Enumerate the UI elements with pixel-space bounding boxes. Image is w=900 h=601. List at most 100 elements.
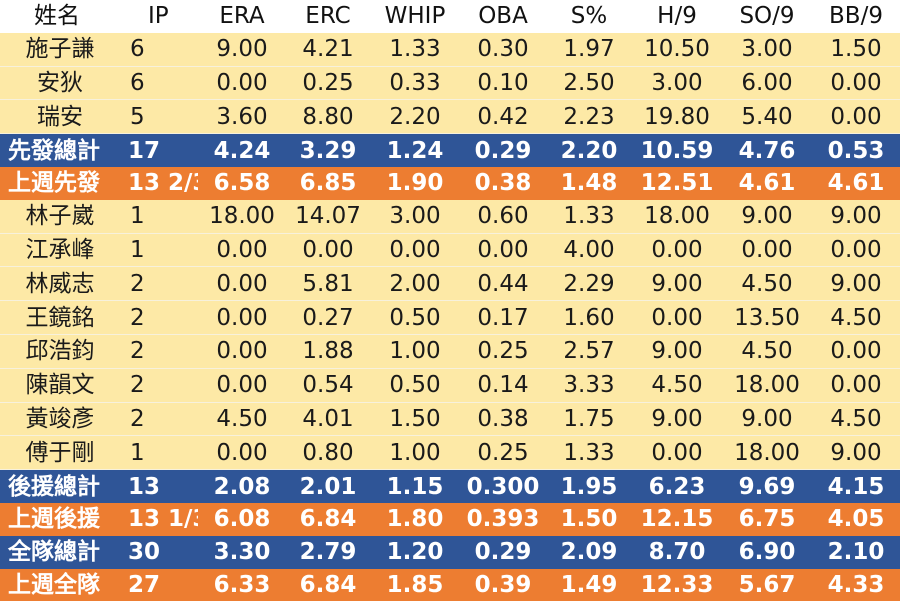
cell-s-pct: 1.33	[546, 199, 632, 234]
cell-erc: 14.07	[286, 199, 370, 234]
cell-erc: 5.81	[286, 266, 370, 302]
cell-name: 林子崴	[0, 199, 120, 234]
cell-erc: 0.80	[286, 435, 370, 471]
cell-oba: 0.38	[460, 402, 546, 437]
cell-name: 上週全隊	[0, 568, 120, 601]
summary-row: 全隊總計 30 3.30 2.79 1.20 0.29 2.09 8.70 6.90 2.10	[0, 535, 900, 569]
cell-name: 瑞安	[0, 99, 120, 135]
cell-erc: 0.27	[286, 300, 370, 335]
cell-name: 後援總計	[0, 469, 120, 503]
cell-bb9: 9.00	[812, 199, 900, 234]
cell-bb9: 4.05	[812, 502, 900, 536]
cell-so9: 4.61	[722, 166, 812, 200]
cell-whip: 1.50	[370, 402, 460, 437]
cell-whip: 2.00	[370, 266, 460, 302]
table-row: 江承峰 1 0.00 0.00 0.00 0.00 4.00 0.00 0.00 0.00	[0, 233, 900, 268]
cell-era: 0.00	[198, 300, 286, 335]
cell-h9: 0.00	[632, 435, 722, 471]
cell-ip: 30	[120, 535, 198, 569]
cell-ip: 13 1/3	[120, 502, 198, 536]
cell-bb9: 9.00	[812, 266, 900, 302]
table-row: 林子崴 1 18.00 14.07 3.00 0.60 1.33 18.00 9.00 9.00	[0, 199, 900, 234]
summary-row: 上週全隊 27 6.33 6.84 1.85 0.39 1.49 12.33 5.67 4.33	[0, 568, 900, 601]
cell-era: 3.30	[198, 535, 286, 569]
cell-name: 上週先發	[0, 166, 120, 200]
cell-era: 2.08	[198, 469, 286, 503]
cell-bb9: 4.50	[812, 402, 900, 437]
cell-h9: 6.23	[632, 469, 722, 503]
cell-ip: 17	[120, 133, 198, 167]
cell-whip: 0.00	[370, 233, 460, 268]
cell-bb9: 0.00	[812, 233, 900, 268]
cell-name: 黃竣彥	[0, 402, 120, 437]
cell-name: 上週後援	[0, 502, 120, 536]
cell-ip: 5	[120, 99, 198, 135]
cell-whip: 1.15	[370, 469, 460, 503]
cell-s-pct: 1.49	[546, 568, 632, 601]
cell-bb9: 4.15	[812, 469, 900, 503]
header-erc: ERC	[286, 0, 370, 33]
cell-s-pct: 2.50	[546, 66, 632, 101]
cell-era: 4.24	[198, 133, 286, 167]
header-so9: SO/9	[722, 0, 812, 33]
cell-s-pct: 1.50	[546, 502, 632, 536]
cell-ip: 1	[120, 199, 198, 234]
cell-h9: 9.00	[632, 334, 722, 369]
cell-h9: 10.50	[632, 32, 722, 67]
table-row: 王鏡銘 2 0.00 0.27 0.50 0.17 1.60 0.00 13.50 4.50	[0, 300, 900, 335]
header-h9: H/9	[632, 0, 722, 33]
cell-bb9: 9.00	[812, 435, 900, 471]
cell-h9: 8.70	[632, 535, 722, 569]
cell-bb9: 0.00	[812, 334, 900, 369]
table-row: 陳韻文 2 0.00 0.54 0.50 0.14 3.33 4.50 18.00 0.00	[0, 368, 900, 403]
table-body: 施子謙 6 9.00 4.21 1.33 0.30 1.97 10.50 3.00 1.50 安狄 6…	[0, 32, 900, 601]
cell-ip: 6	[120, 66, 198, 101]
cell-so9: 5.40	[722, 99, 812, 135]
cell-s-pct: 1.97	[546, 32, 632, 67]
cell-so9: 0.00	[722, 233, 812, 268]
cell-so9: 6.00	[722, 66, 812, 101]
cell-h9: 4.50	[632, 368, 722, 403]
cell-so9: 6.90	[722, 535, 812, 569]
cell-oba: 0.39	[460, 568, 546, 601]
cell-name: 施子謙	[0, 32, 120, 67]
cell-s-pct: 3.33	[546, 368, 632, 403]
cell-bb9: 0.00	[812, 368, 900, 403]
cell-bb9: 0.00	[812, 66, 900, 101]
cell-ip: 2	[120, 300, 198, 335]
cell-name: 全隊總計	[0, 535, 120, 569]
cell-erc: 6.84	[286, 502, 370, 536]
cell-erc: 0.00	[286, 233, 370, 268]
cell-era: 0.00	[198, 266, 286, 302]
header-s-pct: S%	[546, 0, 632, 33]
cell-erc: 0.25	[286, 66, 370, 101]
cell-whip: 1.85	[370, 568, 460, 601]
header-ip: IP	[120, 0, 198, 33]
table-row: 傅于剛 1 0.00 0.80 1.00 0.25 1.33 0.00 18.00 9.00	[0, 435, 900, 471]
cell-oba: 0.393	[460, 502, 546, 536]
table-row: 邱浩鈞 2 0.00 1.88 1.00 0.25 2.57 9.00 4.50 0.00	[0, 334, 900, 369]
cell-era: 9.00	[198, 32, 286, 67]
cell-ip: 1	[120, 435, 198, 471]
cell-ip: 13 2/3	[120, 166, 198, 200]
cell-oba: 0.60	[460, 199, 546, 234]
cell-ip: 2	[120, 368, 198, 403]
cell-whip: 0.50	[370, 368, 460, 403]
cell-erc: 0.54	[286, 368, 370, 403]
cell-oba: 0.300	[460, 469, 546, 503]
cell-name: 林威志	[0, 266, 120, 302]
cell-h9: 9.00	[632, 266, 722, 302]
summary-row: 先發總計 17 4.24 3.29 1.24 0.29 2.20 10.59 4.76 0.53	[0, 133, 900, 167]
cell-bb9: 1.50	[812, 32, 900, 67]
cell-so9: 18.00	[722, 368, 812, 403]
cell-so9: 9.69	[722, 469, 812, 503]
cell-whip: 2.20	[370, 99, 460, 135]
cell-name: 江承峰	[0, 233, 120, 268]
cell-s-pct: 2.23	[546, 99, 632, 135]
cell-h9: 0.00	[632, 300, 722, 335]
cell-whip: 1.80	[370, 502, 460, 536]
cell-oba: 0.10	[460, 66, 546, 101]
cell-bb9: 2.10	[812, 535, 900, 569]
header-oba: OBA	[460, 0, 546, 33]
cell-s-pct: 1.48	[546, 166, 632, 200]
